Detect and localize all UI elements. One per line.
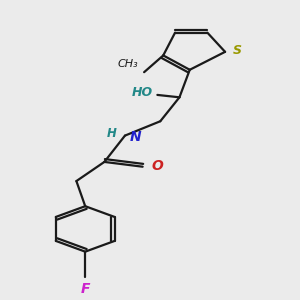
Text: H: H xyxy=(106,127,116,140)
Text: N: N xyxy=(129,130,141,144)
Text: O: O xyxy=(152,158,163,172)
Text: HO: HO xyxy=(132,86,153,99)
Text: F: F xyxy=(80,282,90,296)
Text: CH₃: CH₃ xyxy=(118,58,138,69)
Text: S: S xyxy=(232,44,242,57)
